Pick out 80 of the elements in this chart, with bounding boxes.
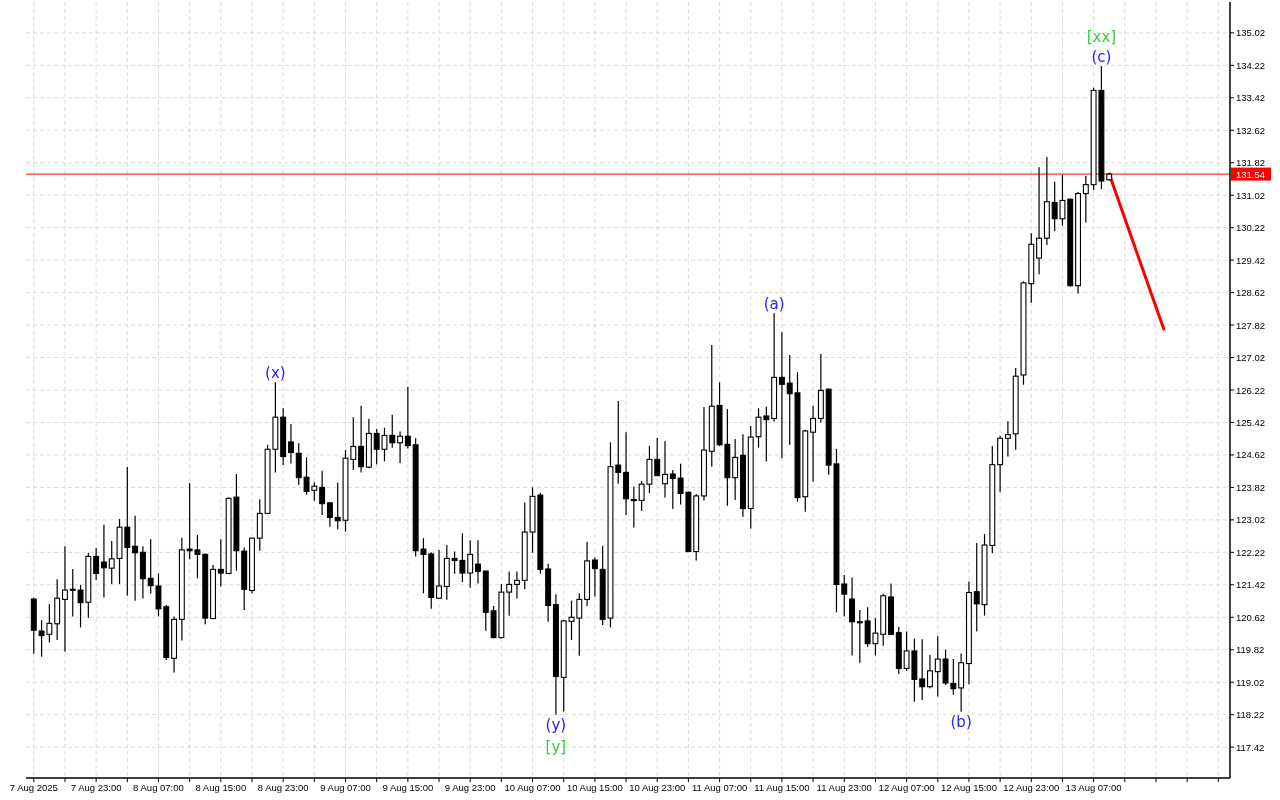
candlestick bbox=[436, 549, 442, 599]
candlestick bbox=[404, 386, 411, 450]
candlestick bbox=[513, 570, 520, 600]
candlestick bbox=[654, 437, 661, 477]
y-tick-label: 128.62 bbox=[1236, 287, 1266, 299]
annotation: (y) bbox=[545, 715, 567, 734]
candlestick bbox=[93, 547, 100, 581]
candlestick bbox=[217, 538, 224, 588]
x-tick-label: 8 Aug 23:00 bbox=[257, 782, 309, 793]
x-tick-label: 9 Aug 15:00 bbox=[382, 782, 434, 793]
x-tick-label: 8 Aug 07:00 bbox=[133, 782, 184, 793]
y-tick-label: 134.22 bbox=[1236, 59, 1266, 71]
y-tick-label: 120.62 bbox=[1236, 611, 1266, 623]
candlestick bbox=[669, 469, 676, 510]
y-tick-label: 135.02 bbox=[1236, 27, 1266, 39]
x-tick-label: 10 Aug 15:00 bbox=[566, 782, 623, 793]
candlestick bbox=[849, 576, 856, 657]
candlestick bbox=[732, 438, 739, 501]
candlestick bbox=[358, 405, 365, 473]
x-tick-label: 8 Aug 15:00 bbox=[195, 782, 247, 793]
y-tick-label: 117.42 bbox=[1236, 741, 1265, 753]
candlestick bbox=[1004, 420, 1011, 458]
y-tick-label: 129.42 bbox=[1236, 254, 1266, 266]
y-tick-label: 125.42 bbox=[1236, 416, 1266, 428]
candlestick bbox=[132, 515, 139, 602]
candlestick bbox=[467, 539, 474, 589]
y-tick-label: 123.02 bbox=[1236, 514, 1266, 526]
x-tick-label: 11 Aug 07:00 bbox=[691, 782, 748, 793]
y-tick-label: 119.02 bbox=[1236, 676, 1265, 688]
y-tick-label: 127.02 bbox=[1236, 352, 1266, 364]
candlestick bbox=[1036, 166, 1043, 275]
y-tick-label: 122.22 bbox=[1236, 546, 1266, 558]
candlestick bbox=[506, 570, 513, 617]
x-tick-label: 11 Aug 23:00 bbox=[816, 782, 872, 793]
x-tick-label: 12 Aug 07:00 bbox=[878, 782, 935, 793]
x-tick-label: 13 Aug 07:00 bbox=[1065, 782, 1122, 793]
x-tick-label: 7 Aug 23:00 bbox=[70, 782, 122, 793]
y-tick-label: 118.22 bbox=[1236, 709, 1265, 721]
x-tick-label: 7 Aug 2025 bbox=[9, 782, 58, 793]
x-tick-label: 12 Aug 15:00 bbox=[940, 782, 997, 793]
candlestick bbox=[810, 405, 817, 483]
y-tick-label: 130.22 bbox=[1236, 222, 1266, 234]
y-tick-label: 132.62 bbox=[1236, 124, 1266, 136]
candlestick bbox=[778, 331, 785, 459]
x-tick-label: 10 Aug 07:00 bbox=[504, 782, 561, 793]
candlestick bbox=[1082, 175, 1089, 223]
x-tick-label: 9 Aug 23:00 bbox=[444, 782, 496, 793]
y-tick-label: 126.22 bbox=[1236, 384, 1266, 396]
ref-line-label: 131.54 bbox=[1236, 168, 1266, 180]
candlestick bbox=[326, 501, 333, 528]
candlestick bbox=[475, 539, 481, 585]
annotation: (b) bbox=[950, 712, 972, 731]
annotation: (a) bbox=[763, 295, 785, 314]
annotation: (x) bbox=[265, 364, 286, 383]
candlestick bbox=[397, 430, 404, 464]
y-tick-label: 131.02 bbox=[1236, 189, 1266, 201]
annotation: [y] bbox=[545, 737, 567, 756]
candlestick bbox=[62, 545, 68, 653]
y-tick-label: 133.42 bbox=[1236, 92, 1266, 104]
y-tick-label: 119.82 bbox=[1236, 644, 1265, 656]
candlestick bbox=[856, 609, 863, 664]
candlestick bbox=[919, 638, 926, 701]
y-tick-label: 124.62 bbox=[1236, 449, 1266, 461]
x-tick-label: 10 Aug 23:00 bbox=[629, 782, 686, 793]
y-tick-label: 121.42 bbox=[1236, 579, 1266, 591]
candlestick bbox=[927, 654, 933, 689]
candlestick bbox=[591, 557, 598, 598]
annotation: [xx] bbox=[1086, 28, 1117, 47]
candlestick bbox=[100, 524, 107, 598]
candlestick bbox=[630, 485, 637, 529]
candlestick bbox=[319, 470, 326, 516]
y-tick-label: 131.82 bbox=[1236, 157, 1266, 169]
annotation: (c) bbox=[1091, 48, 1112, 67]
x-tick-label: 12 Aug 23:00 bbox=[1003, 782, 1060, 793]
candlestick bbox=[662, 440, 668, 499]
y-tick-label: 127.82 bbox=[1236, 319, 1266, 331]
x-tick-label: 11 Aug 15:00 bbox=[754, 782, 810, 793]
y-tick-label: 123.82 bbox=[1236, 481, 1266, 493]
candlestick bbox=[287, 423, 294, 465]
x-tick-label: 9 Aug 07:00 bbox=[320, 782, 371, 793]
